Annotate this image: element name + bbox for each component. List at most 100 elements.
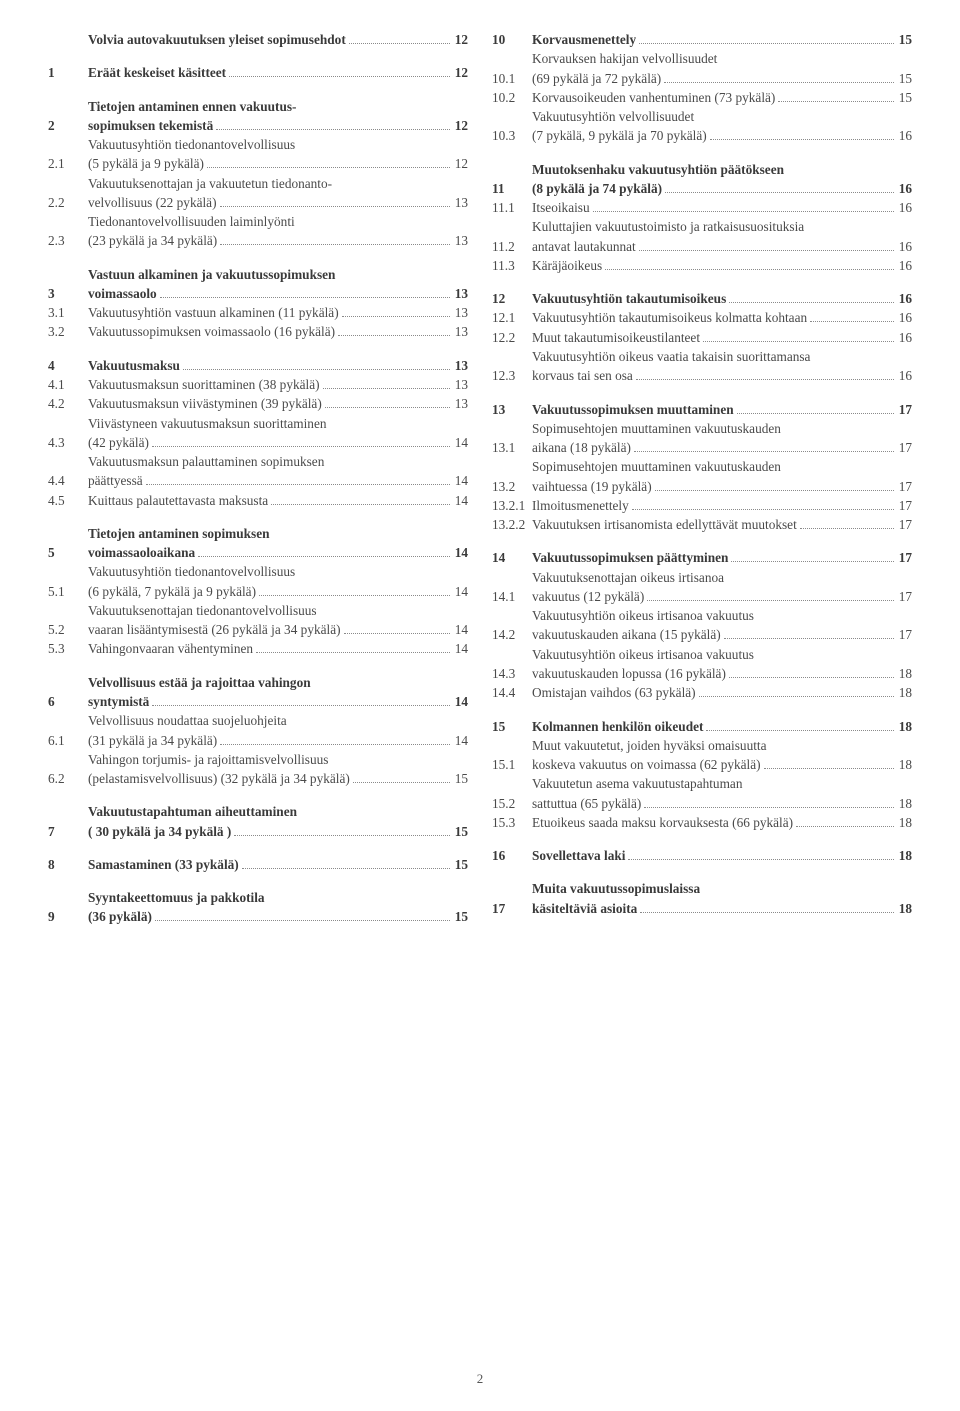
section-gap (492, 832, 912, 846)
toc-entry-page: 16 (897, 126, 912, 145)
toc-entry-title: (pelastamisvelvollisuus) (32 pykälä ja 3… (88, 769, 350, 788)
toc-entry-page: 13 (453, 193, 468, 212)
toc-entry-number: 5.1 (48, 582, 88, 601)
toc-entry-text: Vakuutusmaksun palauttaminen sopimuksenp… (88, 452, 468, 491)
toc-entry-lastline: Vakuutusmaksu13 (88, 356, 468, 375)
toc-entry-lastline: vakuutuskauden aikana (15 pykälä)17 (532, 625, 912, 644)
toc-entry-title: (23 pykälä ja 34 pykälä) (88, 231, 217, 250)
toc-entry-text: Vakuutusyhtiön oikeus irtisanoa vakuutus… (532, 645, 912, 684)
toc-entry: Volvia autovakuutuksen yleiset sopimuseh… (48, 30, 468, 49)
toc-leader (634, 451, 894, 452)
toc-leader (220, 244, 449, 245)
toc-entry-text: Tiedonantovelvollisuuden laiminlyönti(23… (88, 212, 468, 251)
toc-entry-page: 14 (453, 582, 468, 601)
toc-leader (256, 652, 450, 653)
toc-leader (810, 321, 894, 322)
toc-entry-page: 14 (453, 692, 468, 711)
toc-entry-lastline: vakuutus (12 pykälä)17 (532, 587, 912, 606)
toc-entry-text: Velvollisuus estää ja rajoittaa vahingon… (88, 673, 468, 712)
toc-entry-number: 12 (492, 289, 532, 308)
toc-leader (152, 446, 450, 447)
toc-entry: 13.2Sopimusehtojen muuttaminen vakuutusk… (492, 457, 912, 496)
toc-entry-title: Kolmannen henkilön oikeudet (532, 717, 703, 736)
toc-entry-line: Vakuutustapahtuman aiheuttaminen (88, 802, 468, 821)
toc-entry: 13.1Sopimusehtojen muuttaminen vakuutusk… (492, 419, 912, 458)
toc-entry-number: 14.3 (492, 664, 532, 683)
toc-entry-text: Itseoikaisu16 (532, 198, 912, 217)
toc-entry-text: Vakuutusyhtiön oikeus vaatia takaisin su… (532, 347, 912, 386)
toc-entry-number: 12.2 (492, 328, 532, 347)
toc-leader (216, 129, 449, 130)
toc-entry-lastline: antavat lautakunnat16 (532, 237, 912, 256)
toc-entry-line: Muita vakuutussopimuslaissa (532, 879, 912, 898)
toc-entry-text: Vakuutusyhtiön takautumisoikeus kolmatta… (532, 308, 912, 327)
toc-entry-lastline: sattuttua (65 pykälä)18 (532, 794, 912, 813)
toc-entry: 10.2Korvausoikeuden vanhentuminen (73 py… (492, 88, 912, 107)
page-number: 2 (0, 1371, 960, 1387)
toc-entry-line: Viivästyneen vakuutusmaksun suorittamine… (88, 414, 468, 433)
toc-entry-lastline: (5 pykälä ja 9 pykälä)12 (88, 154, 468, 173)
toc-entry-number: 9 (48, 907, 88, 926)
toc-entry: 10Korvausmenettely15 (492, 30, 912, 49)
toc-entry-title: (6 pykälä, 7 pykälä ja 9 pykälä) (88, 582, 256, 601)
toc-entry: 14.3Vakuutusyhtiön oikeus irtisanoa vaku… (492, 645, 912, 684)
toc-entry-line: Vakuutuksenottajan oikeus irtisanoa (532, 568, 912, 587)
toc-entry-lastline: Käräjäoikeus16 (532, 256, 912, 275)
toc-entry-title: aikana (18 pykälä) (532, 438, 631, 457)
toc-leader (271, 504, 450, 505)
toc-entry-title: vakuutus (12 pykälä) (532, 587, 644, 606)
toc-entry-title: Vakuutussopimuksen voimassaolo (16 pykäl… (88, 322, 335, 341)
toc-entry-text: Samastaminen (33 pykälä)15 (88, 855, 468, 874)
toc-entry: 11Muutoksenhaku vakuutusyhtiön päätöksee… (492, 160, 912, 199)
toc-entry-page: 15 (897, 30, 912, 49)
toc-entry-text: Vakuutusyhtiön tiedonantovelvollisuus(5 … (88, 135, 468, 174)
toc-leader (706, 730, 893, 731)
toc-entry-title: antavat lautakunnat (532, 237, 636, 256)
toc-entry-title: Eräät keskeiset käsitteet (88, 63, 226, 82)
toc-entry: 17Muita vakuutussopimuslaissakäsiteltävi… (492, 879, 912, 918)
toc-entry-page: 18 (897, 813, 912, 832)
toc-leader (737, 413, 894, 414)
toc-entry: 6Velvollisuus estää ja rajoittaa vahingo… (48, 673, 468, 712)
toc-entry-page: 14 (453, 433, 468, 452)
toc-entry-page: 12 (453, 30, 468, 49)
toc-entry-page: 17 (897, 625, 912, 644)
toc-entry-page: 18 (897, 664, 912, 683)
section-gap (48, 841, 468, 855)
toc-entry-lastline: Vahingonvaaran vähentyminen14 (88, 639, 468, 658)
toc-entry-number: 6 (48, 692, 88, 711)
toc-leader (644, 807, 893, 808)
toc-entry-lastline: aikana (18 pykälä)17 (532, 438, 912, 457)
toc-entry-text: Velvollisuus noudattaa suojeluohjeita(31… (88, 711, 468, 750)
toc-entry-title: vaaran lisääntymisestä (26 pykälä ja 34 … (88, 620, 341, 639)
toc-entry-number: 4.5 (48, 491, 88, 510)
toc-entry-title: Vakuutusmaksu (88, 356, 180, 375)
section-gap (48, 510, 468, 524)
toc-entry-text: Kuluttajien vakuutustoimisto ja ratkaisu… (532, 217, 912, 256)
toc-entry-lastline: Omistajan vaihdos (63 pykälä)18 (532, 683, 912, 702)
toc-entry-line: Vakuutuksenottajan ja vakuutetun tiedona… (88, 174, 468, 193)
toc-entry: 1Eräät keskeiset käsitteet12 (48, 63, 468, 82)
section-gap (492, 275, 912, 289)
toc-entry-page: 15 (897, 69, 912, 88)
toc-leader (229, 76, 450, 77)
toc-entry-number: 10 (492, 30, 532, 49)
toc-entry: 13.2.2Vakuutuksen irtisanomista edellytt… (492, 515, 912, 534)
toc-entry: 4.1Vakuutusmaksun suorittaminen (38 pykä… (48, 375, 468, 394)
toc-entry-lastline: korvaus tai sen osa16 (532, 366, 912, 385)
toc-entry-text: Muita vakuutussopimuslaissakäsiteltäviä … (532, 879, 912, 918)
toc-entry-text: Vakuutustapahtuman aiheuttaminen( 30 pyk… (88, 802, 468, 841)
toc-entry-page: 18 (897, 683, 912, 702)
toc-entry-title: Vakuutuksen irtisanomista edellyttävät m… (532, 515, 797, 534)
toc-entry-page: 13 (453, 375, 468, 394)
toc-entry-lastline: sopimuksen tekemistä12 (88, 116, 468, 135)
toc-entry-title: Kuittaus palautettavasta maksusta (88, 491, 268, 510)
toc-entry-page: 12 (453, 63, 468, 82)
toc-entry-title: Etuoikeus saada maksu korvauksesta (66 p… (532, 813, 793, 832)
toc-entry-lastline: Kuittaus palautettavasta maksusta14 (88, 491, 468, 510)
toc-leader (639, 250, 894, 251)
toc-entry-number: 16 (492, 846, 532, 865)
toc-entry-line: Sopimusehtojen muuttaminen vakuutuskaude… (532, 419, 912, 438)
toc-entry: 11.1Itseoikaisu16 (492, 198, 912, 217)
toc-entry-text: Sovellettava laki18 (532, 846, 912, 865)
